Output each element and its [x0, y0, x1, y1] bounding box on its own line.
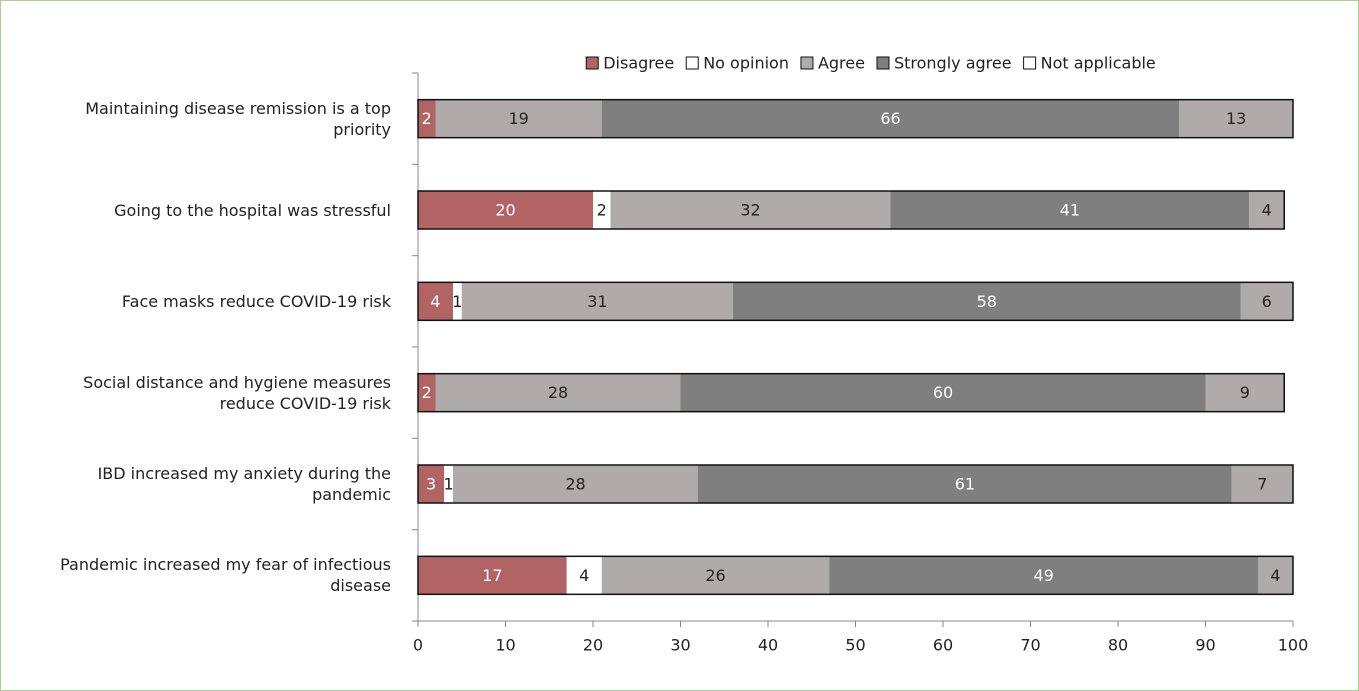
bar-segment: [418, 465, 445, 503]
x-tick-label: 70: [1020, 636, 1040, 655]
data-label: 2: [597, 201, 607, 220]
data-label: 61: [955, 475, 975, 494]
data-label: 31: [587, 292, 607, 311]
legend-label: Agree: [818, 54, 865, 73]
bar-segment: [890, 191, 1250, 229]
data-label: 4: [579, 566, 589, 585]
data-label: 7: [1257, 475, 1267, 494]
legend-label: Strongly agree: [894, 54, 1012, 73]
category-label: Maintaining disease remission is a top p…: [85, 98, 391, 139]
bar-outline: [417, 372, 1285, 413]
bar-segment: [1249, 191, 1285, 229]
category-label: Face masks reduce COVID-19 risk: [121, 291, 391, 311]
data-label: 41: [1060, 201, 1080, 220]
data-label: 66: [880, 109, 900, 128]
bar-outline: [417, 555, 1294, 596]
bar-segment: [1179, 99, 1293, 138]
legend-label: Disagree: [603, 54, 674, 73]
bar-segment: [1240, 282, 1293, 321]
data-label: 4: [1262, 201, 1272, 220]
bar-segment: [733, 282, 1241, 321]
data-label: 2: [422, 383, 432, 402]
legend-swatch: [685, 56, 699, 70]
data-label: 26: [705, 566, 725, 585]
x-tick-label: 80: [1108, 636, 1128, 655]
bar-segment: [444, 465, 453, 503]
data-label: 6: [1262, 292, 1272, 311]
x-tick-label: 40: [758, 636, 778, 655]
bar-outline: [417, 98, 1294, 139]
x-tick-label: 20: [583, 636, 603, 655]
legend-swatch: [876, 56, 890, 70]
bar-segment: [1231, 465, 1293, 503]
x-tick-label: 10: [495, 636, 515, 655]
bar-segment: [418, 556, 567, 595]
data-label: 60: [933, 383, 953, 402]
bar-outline: [417, 281, 1294, 322]
bar-segment: [453, 282, 462, 321]
x-tick-label: 60: [933, 636, 953, 655]
bar-segment: [1258, 556, 1293, 595]
bar-segment: [829, 556, 1258, 595]
bar-segment: [418, 282, 453, 321]
data-label: 13: [1226, 109, 1246, 128]
x-tick-label: 50: [845, 636, 865, 655]
legend-label: No opinion: [703, 54, 789, 73]
bar-segment: [418, 373, 436, 412]
bar-outline: [417, 464, 1294, 504]
x-tick-label: 0: [413, 636, 423, 655]
bar-segment: [453, 465, 698, 503]
data-label: 9: [1240, 383, 1250, 402]
bar-segment: [435, 373, 681, 412]
category-label: Going to the hospital was stressful: [114, 200, 391, 220]
category-label: IBD increased my anxiety during the pand…: [97, 464, 391, 504]
bar-segment: [435, 99, 602, 138]
data-label: 58: [977, 292, 997, 311]
bar-segment: [1205, 373, 1285, 412]
bar-segment: [698, 465, 1232, 503]
data-label: 17: [482, 566, 502, 585]
data-label: 1: [444, 475, 454, 494]
legend-label: Not applicable: [1041, 54, 1156, 73]
bar-segment: [461, 282, 733, 321]
x-tick-label: 90: [1195, 636, 1215, 655]
data-label: 1: [452, 292, 462, 311]
data-label: 19: [508, 109, 528, 128]
legend-swatch: [800, 56, 814, 70]
bar-segment: [418, 99, 436, 138]
data-label: 4: [1270, 566, 1280, 585]
category-label: Pandemic increased my fear of infectious…: [60, 555, 391, 596]
bar-segment: [680, 373, 1206, 412]
data-label: 4: [430, 292, 440, 311]
data-label: 28: [548, 383, 568, 402]
data-label: 28: [565, 475, 585, 494]
data-label: 3: [426, 475, 436, 494]
legend-swatch: [585, 56, 599, 70]
bar-segment: [601, 99, 1180, 138]
bar-outline: [417, 190, 1285, 230]
bar-segment: [601, 556, 830, 595]
data-label: 32: [740, 201, 760, 220]
bar-segment: [566, 556, 602, 595]
bar-segment: [418, 191, 593, 229]
data-label: 2: [422, 109, 432, 128]
data-label: 20: [495, 201, 515, 220]
x-tick-label: 100: [1278, 636, 1309, 655]
data-label: 49: [1033, 566, 1053, 585]
legend-swatch: [1023, 56, 1037, 70]
category-label: Social distance and hygiene measures red…: [83, 372, 391, 413]
bar-segment: [610, 191, 891, 229]
x-tick-label: 30: [670, 636, 690, 655]
bar-segment: [593, 191, 611, 229]
